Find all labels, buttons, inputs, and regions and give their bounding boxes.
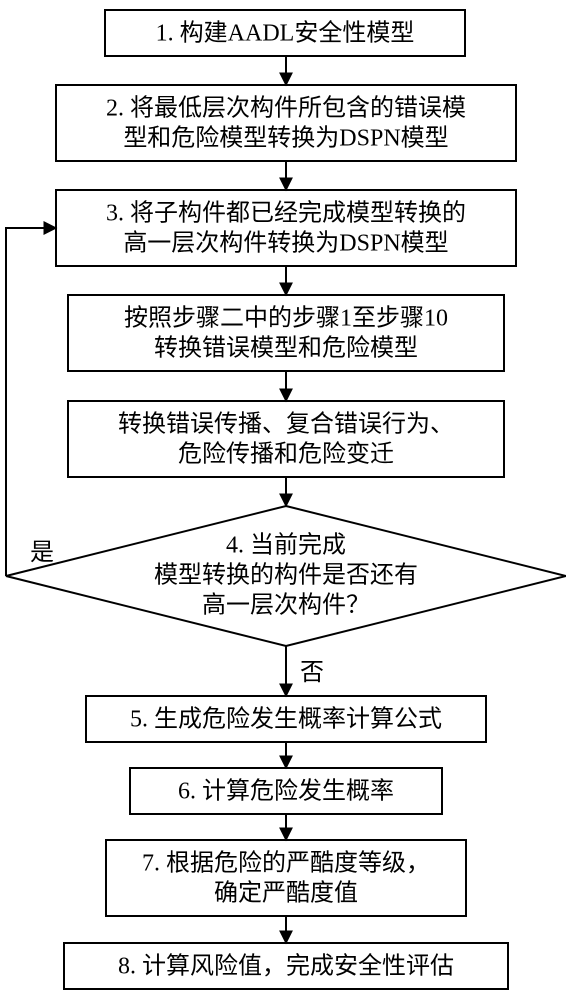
flow-node-text: 危险传播和危险变迁 — [178, 441, 394, 468]
flow-node-text: 8. 计算风险值，完成安全性评估 — [118, 953, 454, 980]
flow-node-text: 6. 计算危险发生概率 — [178, 778, 394, 805]
flow-decision-text: 高一层次构件？ — [202, 592, 370, 619]
flow-node-text: 2. 将最低层次构件所包含的错误模 — [106, 95, 466, 122]
flow-node-text: 3. 将子构件都已经完成模型转换的 — [106, 200, 466, 227]
flow-edge-label: 否 — [300, 660, 324, 686]
flow-node-text: 高一层次构件转换为DSPN模型 — [123, 230, 448, 257]
flow-node-text: 型和危险模型转换为DSPN模型 — [123, 125, 448, 152]
flow-node-text: 转换错误模型和危险模型 — [154, 335, 418, 362]
flow-node-text: 1. 构建AADL安全性模型 — [156, 20, 415, 47]
flow-node-text: 转换错误传播、复合错误行为、 — [118, 411, 454, 438]
flow-node-text: 7. 根据危险的严酷度等级， — [142, 850, 430, 877]
flow-node-text: 确定严酷度值 — [214, 880, 358, 907]
flow-edge-label: 是 — [30, 540, 54, 566]
flow-node-text: 5. 生成危险发生概率计算公式 — [130, 706, 442, 733]
flow-loop-edge — [6, 228, 56, 576]
flow-decision-text: 4. 当前完成 — [226, 532, 346, 559]
flow-decision-text: 模型转换的构件是否还有 — [154, 562, 418, 589]
flow-node-text: 按照步骤二中的步骤1至步骤10 — [124, 305, 448, 332]
